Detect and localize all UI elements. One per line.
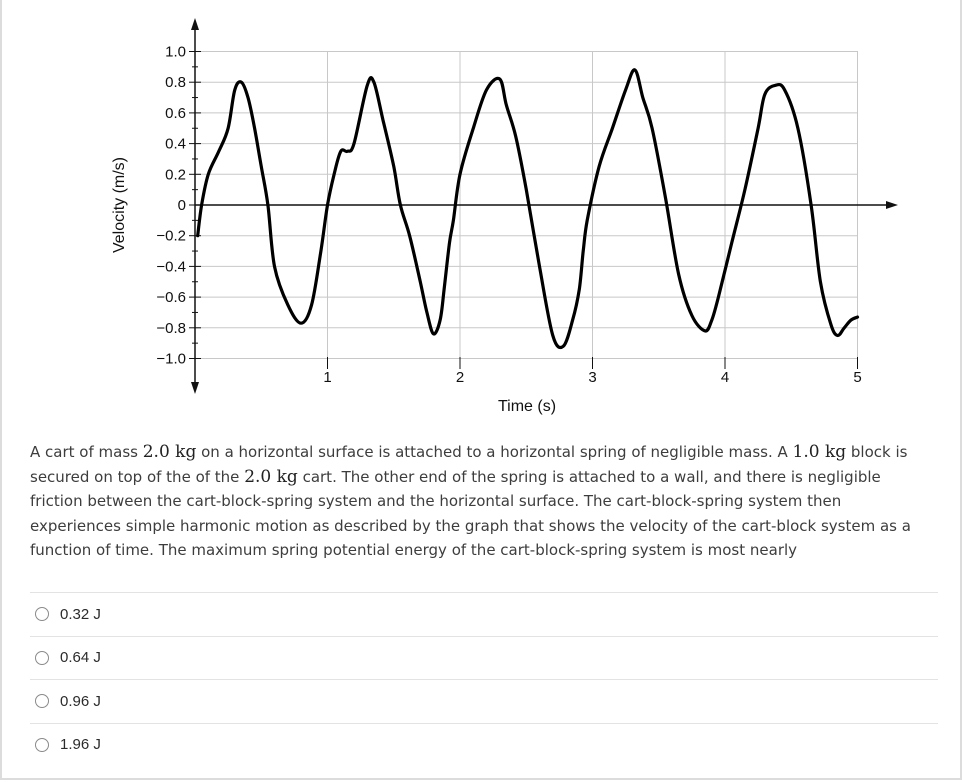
- y-axis-arrow-up-icon: [191, 18, 199, 30]
- answer-option-label: 0.32 J: [60, 605, 101, 623]
- velocity-time-chart: 1.0 0.8 0.6 0.4 0.2 0 −0.2 −0.4 −0.6 −0.8 −1.0 1 2 3 4…: [111, 18, 898, 415]
- x-axis-label: Time (s): [498, 398, 556, 415]
- question-seg-3: block is secured on top of the of the: [30, 443, 908, 486]
- answer-option-label: 0.64 J: [60, 649, 101, 667]
- y-axis-label: Velocity (m/s): [111, 157, 128, 253]
- x-axis-arrow-right-icon: [886, 201, 898, 209]
- y-tick-label: 1.0: [165, 44, 186, 61]
- radio-button-icon[interactable]: [35, 694, 49, 709]
- y-axis-arrow-down-icon: [191, 382, 199, 394]
- mass-block-value: 1.0 kg: [792, 442, 847, 462]
- radio-button-icon[interactable]: [35, 650, 49, 665]
- answer-option-b[interactable]: 0.64 J: [30, 635, 938, 680]
- radio-button-icon[interactable]: [35, 607, 49, 622]
- velocity-curve-group: [196, 68, 860, 350]
- question-seg-2: on a horizontal surface is attached to a…: [196, 443, 793, 461]
- y-tick-label: −1.0: [156, 351, 186, 368]
- x-tick-label: 2: [456, 369, 464, 386]
- x-tick-label: 3: [588, 369, 596, 386]
- y-tick-label: −0.4: [156, 258, 186, 275]
- mass-cart-value: 2.0 kg: [142, 442, 197, 462]
- y-tick-label: −0.2: [156, 228, 186, 245]
- question-seg-1: A cart of mass: [30, 443, 143, 461]
- chart-ticks: 1.0 0.8 0.6 0.4 0.2 0 −0.2 −0.4 −0.6 −0.8 −1.0 1 2 3 4…: [156, 44, 861, 387]
- answer-option-a[interactable]: 0.32 J: [30, 592, 938, 636]
- answer-option-d[interactable]: 1.96 J: [30, 722, 938, 767]
- y-tick-label: 0.6: [165, 105, 186, 122]
- y-tick-label: 0.4: [165, 136, 186, 153]
- answer-option-label: 0.96 J: [60, 692, 101, 710]
- chart-axes: [191, 18, 898, 394]
- y-tick-label: 0.8: [165, 74, 186, 91]
- y-tick-label: −0.6: [156, 289, 186, 306]
- mass-cart-value-2: 2.0 kg: [244, 466, 298, 487]
- x-tick-label: 4: [721, 369, 729, 386]
- x-tick-label: 1: [323, 369, 331, 386]
- radio-button-icon[interactable]: [35, 737, 49, 752]
- answer-option-label: 1.96 J: [60, 736, 101, 754]
- x-tick-label: 5: [853, 369, 861, 386]
- y-tick-label: 0: [178, 197, 186, 214]
- velocity-series-line: [196, 68, 860, 350]
- question-seg-4: cart. The other end of the spring is att…: [30, 467, 911, 560]
- answer-option-c[interactable]: 0.96 J: [30, 679, 938, 723]
- question-text: A cart of mass 2.0 kg on a horizontal su…: [30, 440, 930, 563]
- answer-options: 0.32 J 0.64 J 0.96 J 1.96 J: [30, 592, 938, 766]
- y-tick-label: −0.8: [156, 320, 186, 337]
- y-tick-label: 0.2: [165, 166, 186, 183]
